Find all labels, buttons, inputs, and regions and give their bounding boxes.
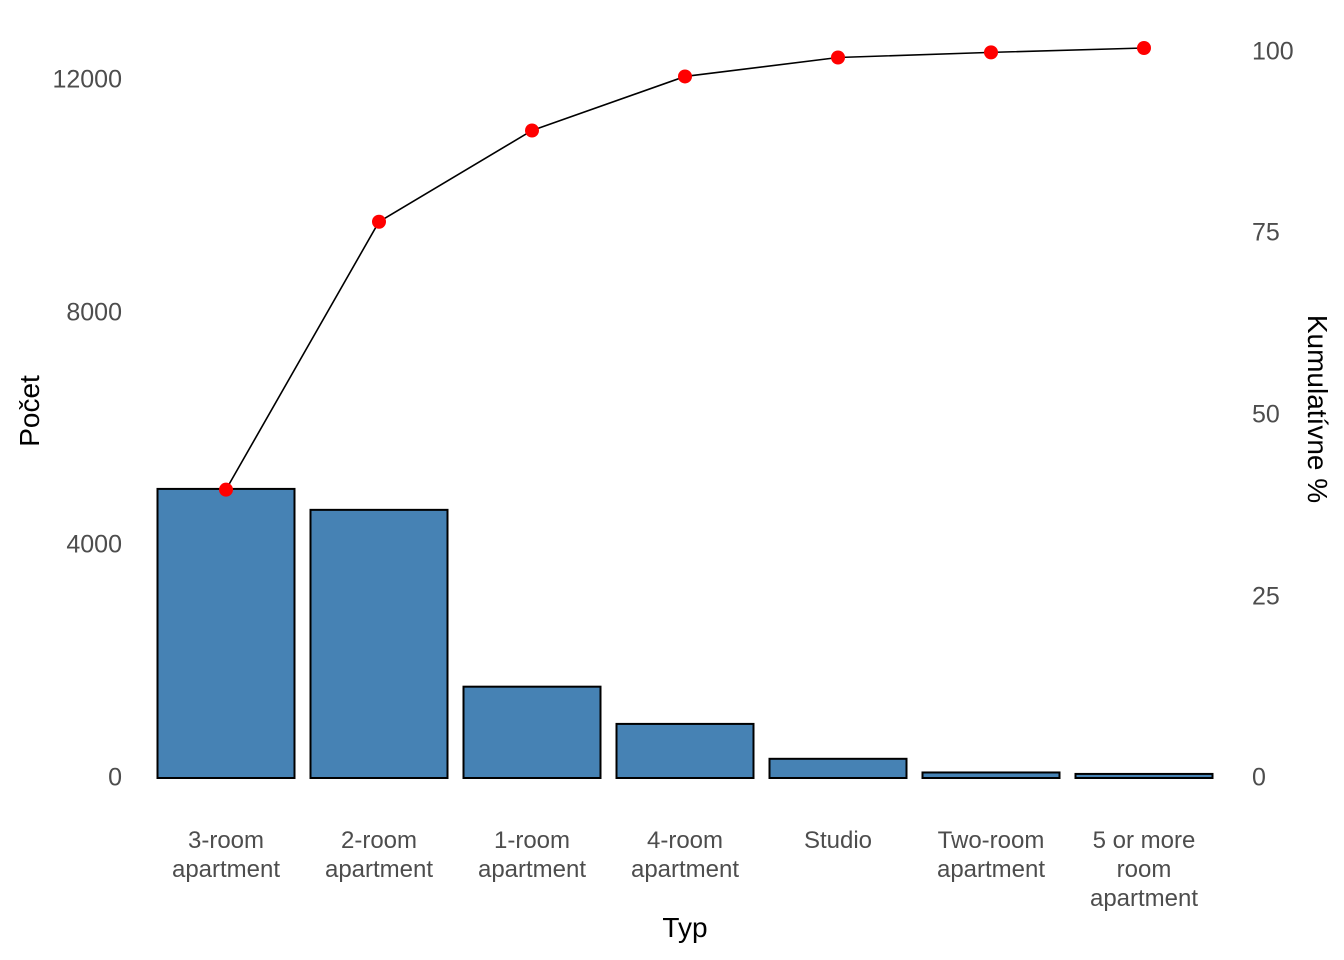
right-axis-tick-75: 75 <box>1252 218 1280 247</box>
right-axis-tick-0: 0 <box>1252 763 1266 792</box>
bar <box>462 685 602 780</box>
cumulative-point <box>678 69 692 84</box>
bar <box>156 487 296 779</box>
x-category-4-room-apartment: 4-room apartment <box>630 827 740 883</box>
x-axis-title: Typ <box>662 912 708 943</box>
right-axis-tick-25: 25 <box>1252 582 1280 611</box>
cumulative-point <box>525 123 539 138</box>
x-category-1-room-apartment: 1-room apartment <box>477 827 587 883</box>
cumulative-point <box>372 214 386 229</box>
bar <box>921 771 1061 780</box>
x-category-two-room-apartment: Two-room apartment <box>936 827 1046 883</box>
cumulative-point <box>984 45 998 60</box>
x-category-5-or-more-room: 5 or more room apartment <box>1089 827 1199 912</box>
left-y-axis-title: Počet <box>14 375 45 447</box>
bar <box>768 757 908 779</box>
left-axis-tick-8000: 8000 <box>66 298 122 327</box>
left-axis-tick-4000: 4000 <box>66 530 122 559</box>
bar <box>615 722 755 780</box>
bar <box>309 508 449 779</box>
right-axis-tick-50: 50 <box>1252 400 1280 429</box>
left-axis-tick-0: 0 <box>108 763 122 792</box>
right-y-axis-title: Kumulatívne % <box>1302 314 1333 504</box>
cumulative-line <box>225 47 1145 491</box>
x-category-studio: Studio <box>803 827 873 854</box>
x-category-2-room-apartment: 2-room apartment <box>324 827 434 883</box>
cumulative-point <box>1137 41 1151 55</box>
left-axis-tick-12000: 12000 <box>52 65 122 94</box>
right-axis-tick-100: 100 <box>1252 37 1294 66</box>
bar <box>1074 772 1214 780</box>
x-category-3-room-apartment: 3-room apartment <box>171 827 281 883</box>
cumulative-point <box>831 50 845 65</box>
cumulative-point <box>219 482 233 497</box>
